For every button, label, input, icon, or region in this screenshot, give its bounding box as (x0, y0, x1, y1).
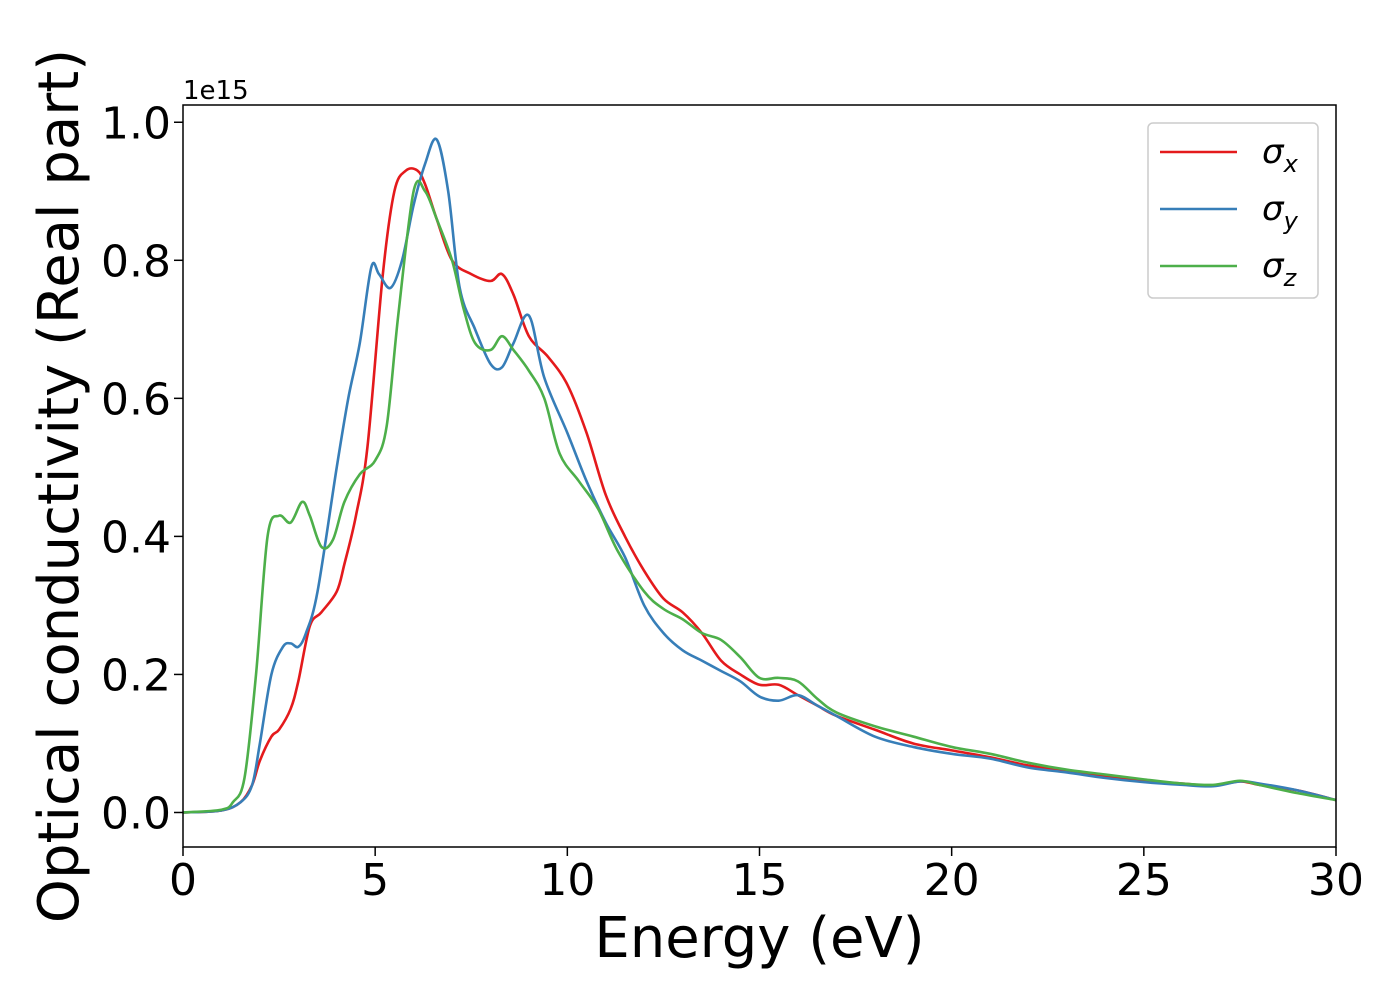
series-line-z (182, 179, 1337, 814)
y-tick-label: 0.2 (101, 650, 171, 701)
x-tick-label: 10 (539, 855, 595, 906)
x-axis-title: Energy (eV) (594, 906, 924, 971)
x-tick-label: 15 (732, 855, 788, 906)
y-axis: 0.0 0.2 0.4 0.6 0.8 1.0 (101, 98, 183, 839)
x-tick-label: 30 (1308, 855, 1364, 906)
legend-box (1147, 122, 1319, 299)
x-axis: 0 5 10 15 20 25 30 (169, 847, 1364, 906)
y-tick-label: 0.8 (101, 236, 171, 287)
x-tick-label: 25 (1116, 855, 1172, 906)
x-tick-label: 5 (361, 855, 389, 906)
y-tick-label: 0.6 (101, 374, 171, 425)
series-line-x (182, 167, 1337, 814)
y-tick-label: 0.4 (101, 512, 171, 563)
x-tick-label: 0 (169, 855, 197, 906)
y-offset-label: 1e15 (183, 76, 249, 106)
series-line-y (182, 137, 1337, 814)
y-tick-label: 0.0 (101, 788, 171, 839)
series-lines (182, 137, 1337, 814)
x-tick-label: 20 (924, 855, 980, 906)
y-tick-label: 1.0 (101, 98, 171, 149)
y-axis-title: Optical conductivity (Real part) (27, 49, 92, 923)
